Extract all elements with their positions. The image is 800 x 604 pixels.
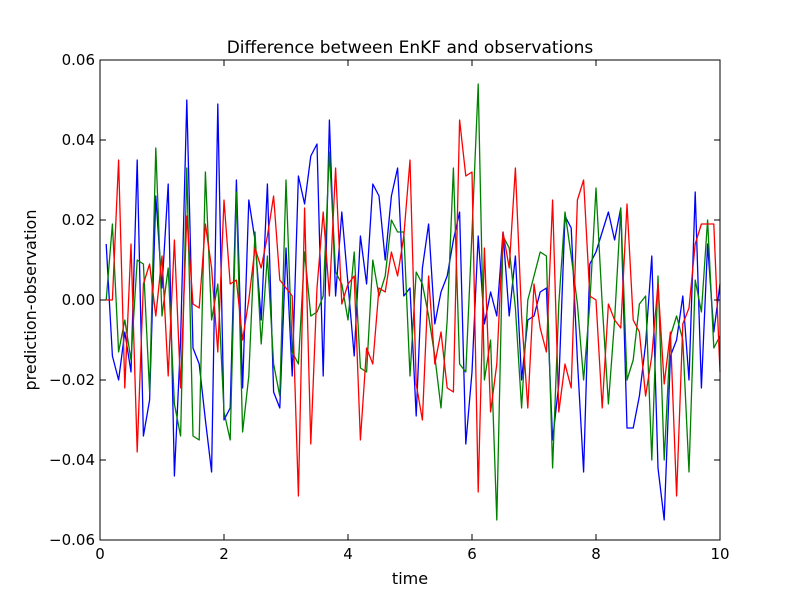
- x-tick-label: 4: [343, 545, 353, 563]
- x-tick-label: 6: [467, 545, 477, 563]
- y-tick-label: −0.04: [49, 451, 95, 469]
- series-line-3: [106, 119, 721, 497]
- y-tick-label: 0.04: [62, 131, 95, 149]
- y-tick-label: −0.06: [49, 531, 95, 549]
- y-axis-label: prediction-observation: [21, 210, 40, 391]
- y-tick-label: 0.06: [62, 51, 95, 69]
- series-line-1: [105, 99, 721, 521]
- x-tick-label: 8: [591, 545, 601, 563]
- ticks-layer: 0 2 4 6 8 10 −0.06 −0.04 −0.02 0.00 0.02 0.04 0.06: [49, 51, 730, 563]
- y-tick-label: 0.02: [62, 211, 95, 229]
- series-layer: [105, 83, 721, 521]
- y-tick-label: −0.02: [49, 371, 95, 389]
- x-axis-label: time: [392, 569, 428, 588]
- chart-title: Difference between EnKF and observations: [227, 38, 594, 58]
- x-tick-label: 2: [219, 545, 229, 563]
- x-tick-label: 10: [710, 545, 729, 563]
- x-tick-label: 0: [95, 545, 105, 563]
- y-tick-label: 0.00: [62, 291, 95, 309]
